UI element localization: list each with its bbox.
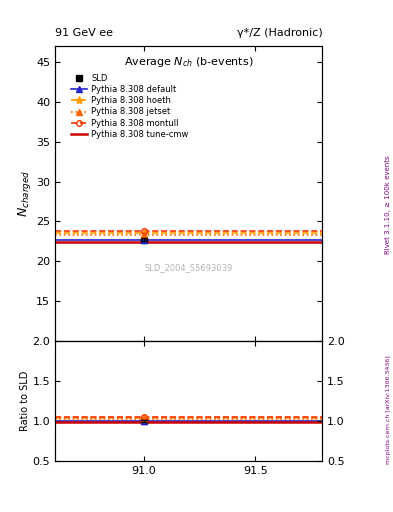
Text: Rivet 3.1.10, ≥ 100k events: Rivet 3.1.10, ≥ 100k events bbox=[385, 156, 391, 254]
Text: 91 GeV ee: 91 GeV ee bbox=[55, 28, 113, 38]
Text: SLD_2004_S5693039: SLD_2004_S5693039 bbox=[145, 263, 233, 272]
Y-axis label: $N_{charged}$: $N_{charged}$ bbox=[16, 170, 33, 217]
Text: γ*/Z (Hadronic): γ*/Z (Hadronic) bbox=[237, 28, 322, 38]
Text: Average $N_{ch}$ (b-events): Average $N_{ch}$ (b-events) bbox=[124, 55, 253, 69]
Legend: SLD, Pythia 8.308 default, Pythia 8.308 hoeth, Pythia 8.308 jetset, Pythia 8.308: SLD, Pythia 8.308 default, Pythia 8.308 … bbox=[67, 71, 192, 142]
Y-axis label: Ratio to SLD: Ratio to SLD bbox=[20, 371, 29, 431]
Text: mcplots.cern.ch [arXiv:1306.3436]: mcplots.cern.ch [arXiv:1306.3436] bbox=[386, 355, 391, 464]
